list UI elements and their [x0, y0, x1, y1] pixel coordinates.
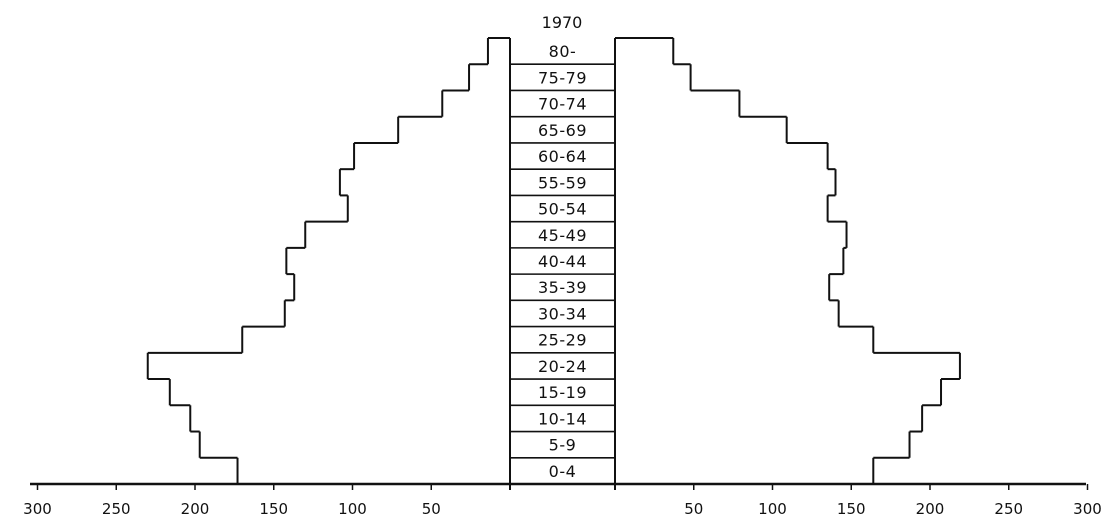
right-bar — [615, 195, 828, 221]
age-label-column: 0-4 5-9 10-14 15-19 20-24 25-29 30-34 35-39 40-4… — [509, 38, 616, 490]
left-bar — [286, 248, 510, 274]
x-tick-label: 300 — [1073, 500, 1102, 518]
right-bar — [615, 64, 691, 90]
right-bar — [615, 248, 843, 274]
x-tick-label: 50 — [684, 500, 703, 518]
left-bar — [305, 222, 510, 248]
age-label: 80- — [549, 42, 577, 61]
left-bar — [354, 143, 510, 169]
right-bar — [615, 458, 873, 484]
x-tick-label: 100 — [338, 500, 367, 518]
age-label: 60-64 — [538, 147, 587, 166]
left-bar — [190, 405, 510, 431]
right-bar — [615, 353, 960, 379]
left-bar — [238, 458, 510, 484]
x-tick-label: 200 — [181, 500, 210, 518]
right-bar — [615, 143, 828, 169]
x-tick-label: 200 — [916, 500, 945, 518]
right-bar — [615, 432, 910, 458]
age-label: 45-49 — [538, 226, 587, 245]
left-bar — [200, 432, 510, 458]
x-tick-label: 300 — [23, 500, 52, 518]
left-bar — [340, 169, 510, 195]
right-bar — [615, 379, 941, 405]
age-label: 25-29 — [538, 331, 587, 350]
right-bar — [615, 300, 839, 326]
right-series — [615, 37, 961, 484]
left-bar — [148, 353, 510, 379]
x-tick-label: 250 — [994, 500, 1023, 518]
tick-labels: 300 250 200 150 100 50 50 100 150 200 250 300 — [23, 500, 1102, 518]
right-bar — [615, 405, 922, 431]
right-bar — [615, 222, 847, 248]
right-bar — [615, 327, 873, 353]
age-label: 35-39 — [538, 278, 587, 297]
left-bar — [488, 38, 510, 64]
age-label: 70-74 — [538, 95, 587, 114]
x-axis — [30, 482, 1089, 490]
x-tick-label: 250 — [102, 500, 131, 518]
age-label: 30-34 — [538, 304, 587, 323]
left-bar — [442, 90, 510, 116]
age-label: 40-44 — [538, 252, 587, 271]
x-tick-label: 150 — [259, 500, 288, 518]
left-bar — [242, 327, 510, 353]
right-bar — [615, 169, 836, 195]
left-bar — [348, 195, 510, 221]
age-label: 50-54 — [538, 200, 587, 219]
right-bar — [615, 274, 829, 300]
x-tick-label: 150 — [837, 500, 866, 518]
age-label: 0-4 — [549, 462, 577, 481]
age-label: 10-14 — [538, 409, 587, 428]
right-bar — [615, 90, 739, 116]
age-label: 20-24 — [538, 357, 587, 376]
age-label: 65-69 — [538, 121, 587, 140]
left-bar — [398, 117, 510, 143]
x-tick-label: 100 — [758, 500, 787, 518]
left-series — [146, 37, 510, 484]
age-label: 75-79 — [538, 68, 587, 87]
chart-title: 1970 — [542, 13, 583, 32]
left-bar — [469, 64, 510, 90]
x-tick-label: 50 — [422, 500, 441, 518]
right-bar — [615, 38, 673, 64]
age-label: 15-19 — [538, 383, 587, 402]
left-bar — [285, 300, 510, 326]
right-bar — [615, 117, 787, 143]
left-bar — [294, 274, 510, 300]
age-label: 55-59 — [538, 173, 587, 192]
age-label: 5-9 — [549, 436, 577, 455]
left-bar — [170, 379, 510, 405]
